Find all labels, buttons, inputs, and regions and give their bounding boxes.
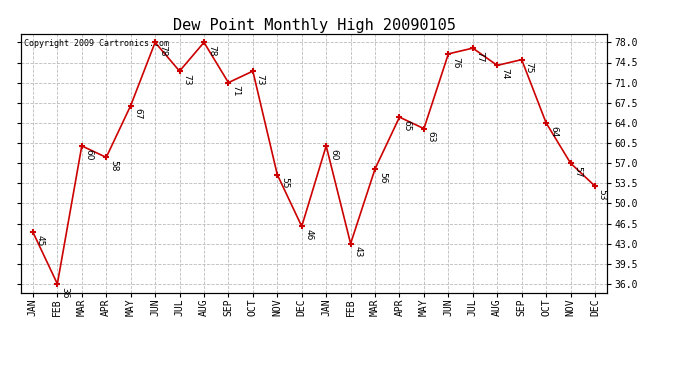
Text: 65: 65 bbox=[402, 120, 411, 131]
Text: 64: 64 bbox=[549, 126, 558, 137]
Text: 73: 73 bbox=[255, 74, 265, 86]
Title: Dew Point Monthly High 20090105: Dew Point Monthly High 20090105 bbox=[172, 18, 455, 33]
Text: 77: 77 bbox=[475, 51, 484, 62]
Text: 60: 60 bbox=[85, 148, 94, 160]
Text: 58: 58 bbox=[109, 160, 118, 172]
Text: 55: 55 bbox=[280, 177, 289, 189]
Text: Copyright 2009 Cartronics.com: Copyright 2009 Cartronics.com bbox=[23, 39, 168, 48]
Text: 71: 71 bbox=[231, 86, 240, 97]
Text: 45: 45 bbox=[36, 235, 45, 246]
Text: 56: 56 bbox=[378, 172, 387, 183]
Text: 36: 36 bbox=[60, 286, 69, 298]
Text: 78: 78 bbox=[207, 45, 216, 57]
Text: 57: 57 bbox=[573, 166, 582, 177]
Text: 78: 78 bbox=[158, 45, 167, 57]
Text: 73: 73 bbox=[182, 74, 191, 86]
Text: 74: 74 bbox=[500, 68, 509, 80]
Text: 63: 63 bbox=[426, 131, 435, 143]
Text: 53: 53 bbox=[598, 189, 607, 200]
Text: 76: 76 bbox=[451, 57, 460, 68]
Text: 75: 75 bbox=[524, 62, 533, 74]
Text: 67: 67 bbox=[133, 108, 142, 120]
Text: 43: 43 bbox=[353, 246, 362, 258]
Text: 60: 60 bbox=[329, 148, 338, 160]
Text: 46: 46 bbox=[304, 229, 313, 240]
